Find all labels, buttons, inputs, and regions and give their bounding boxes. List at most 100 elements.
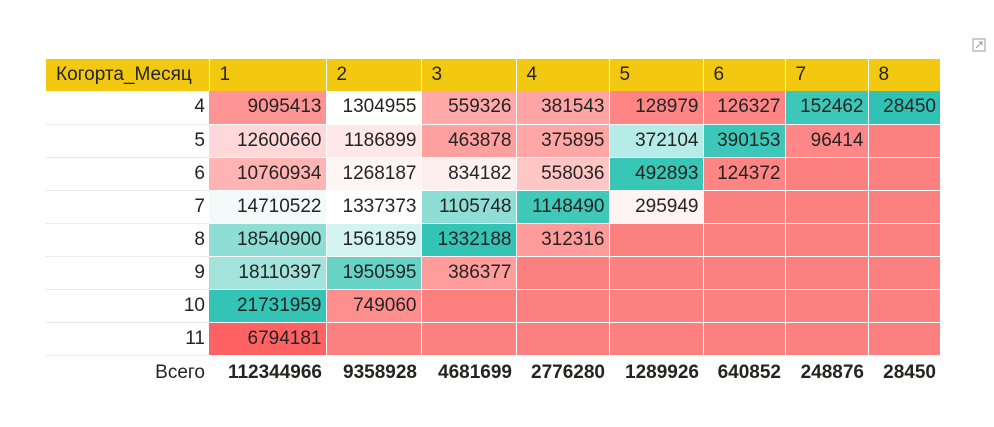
matrix-cell[interactable] [609, 256, 704, 290]
matrix-cell[interactable] [785, 289, 869, 323]
matrix-cell[interactable]: 18540900 [209, 223, 327, 257]
matrix-cell[interactable] [785, 190, 869, 224]
matrix-cell[interactable]: 1950595 [326, 256, 422, 290]
column-header[interactable]: 1 [209, 59, 327, 91]
total-value: 1289926 [609, 354, 703, 391]
table-row: 11 6794181 [46, 322, 940, 356]
matrix-cell[interactable]: 295949 [609, 190, 704, 224]
matrix-cell[interactable] [326, 322, 422, 356]
matrix-cell[interactable]: 96414 [785, 124, 869, 158]
matrix-cell[interactable] [868, 190, 940, 224]
matrix-cell[interactable] [785, 256, 869, 290]
row-header[interactable]: 6 [46, 157, 209, 191]
total-value: 640852 [703, 354, 785, 391]
column-header[interactable]: 5 [609, 59, 704, 91]
matrix-cell[interactable]: 463878 [421, 124, 517, 158]
matrix-cell[interactable] [609, 223, 704, 257]
matrix-cell[interactable]: 834182 [421, 157, 517, 191]
column-header[interactable]: 7 [785, 59, 869, 91]
total-value: 112344966 [209, 354, 326, 391]
matrix-cell[interactable] [868, 223, 940, 257]
matrix-cell[interactable]: 372104 [609, 124, 704, 158]
matrix-cell[interactable]: 28450 [868, 91, 940, 125]
matrix-cell[interactable]: 312316 [516, 223, 610, 257]
row-header[interactable]: 8 [46, 223, 209, 257]
row-header[interactable]: 7 [46, 190, 209, 224]
matrix-cell[interactable] [703, 322, 786, 356]
row-header[interactable]: 11 [46, 322, 209, 356]
matrix-cell[interactable]: 12600660 [209, 124, 327, 158]
table-row: 7 14710522 1337373 1105748 1148490 295949 [46, 190, 940, 224]
table-row: 9 18110397 1950595 386377 [46, 256, 940, 290]
row-header[interactable]: 5 [46, 124, 209, 158]
cohort-matrix: Когорта_Месяц 1 2 3 4 5 6 7 8 4 9095413 13… [46, 59, 940, 391]
matrix-cell[interactable]: 1268187 [326, 157, 422, 191]
matrix-cell[interactable] [785, 322, 869, 356]
matrix-cell[interactable] [516, 289, 610, 323]
table-row: 6 10760934 1268187 834182 558036 492893 124372 [46, 157, 940, 191]
matrix-cell[interactable] [609, 289, 704, 323]
column-header[interactable]: 3 [421, 59, 517, 91]
matrix-cell[interactable] [785, 157, 869, 191]
totals-label: Всего [46, 354, 209, 391]
matrix-cell[interactable]: 386377 [421, 256, 517, 290]
row-header[interactable]: 4 [46, 91, 209, 125]
matrix-cell[interactable]: 9095413 [209, 91, 327, 125]
matrix-cell[interactable]: 126327 [703, 91, 786, 125]
matrix-cell[interactable]: 492893 [609, 157, 704, 191]
matrix-cell[interactable] [868, 124, 940, 158]
corner-header[interactable]: Когорта_Месяц [46, 59, 210, 91]
matrix-cell[interactable]: 1304955 [326, 91, 422, 125]
matrix-cell[interactable] [703, 256, 786, 290]
matrix-cell[interactable]: 749060 [326, 289, 422, 323]
column-header[interactable]: 6 [703, 59, 786, 91]
row-header[interactable]: 10 [46, 289, 209, 323]
matrix-cell[interactable] [785, 223, 869, 257]
matrix-cell[interactable] [516, 256, 610, 290]
column-header[interactable]: 2 [326, 59, 422, 91]
matrix-cell[interactable] [868, 289, 940, 323]
matrix-cell[interactable] [703, 289, 786, 323]
matrix-cell[interactable]: 10760934 [209, 157, 327, 191]
row-header[interactable]: 9 [46, 256, 209, 290]
matrix-cell[interactable]: 1337373 [326, 190, 422, 224]
total-value: 2776280 [516, 354, 609, 391]
matrix-cell[interactable] [421, 289, 517, 323]
matrix-cell[interactable] [703, 223, 786, 257]
matrix-cell[interactable] [421, 322, 517, 356]
matrix-cell[interactable]: 1561859 [326, 223, 422, 257]
matrix-cell[interactable]: 559326 [421, 91, 517, 125]
matrix-cell[interactable]: 18110397 [209, 256, 327, 290]
totals-row: Всего 112344966 9358928 4681699 2776280 … [46, 354, 940, 391]
matrix-cell[interactable]: 124372 [703, 157, 786, 191]
matrix-cell[interactable]: 6794181 [209, 322, 327, 356]
column-header[interactable]: 8 [868, 59, 940, 91]
focus-mode-icon[interactable] [972, 38, 986, 52]
matrix-cell[interactable]: 1105748 [421, 190, 517, 224]
matrix-cell[interactable] [868, 256, 940, 290]
matrix-cell[interactable]: 390153 [703, 124, 786, 158]
matrix-cell[interactable]: 128979 [609, 91, 704, 125]
matrix-cell[interactable]: 1148490 [516, 190, 610, 224]
table-row: 8 18540900 1561859 1332188 312316 [46, 223, 940, 257]
matrix-cell[interactable] [868, 157, 940, 191]
matrix-cell[interactable]: 152462 [785, 91, 869, 125]
matrix-cell[interactable]: 558036 [516, 157, 610, 191]
matrix-header-row: Когорта_Месяц 1 2 3 4 5 6 7 8 [46, 59, 940, 91]
column-header[interactable]: 4 [516, 59, 610, 91]
total-value: 9358928 [326, 354, 421, 391]
matrix-cell[interactable]: 1186899 [326, 124, 422, 158]
matrix-cell[interactable]: 1332188 [421, 223, 517, 257]
total-value: 28450 [868, 354, 940, 391]
matrix-cell[interactable] [703, 190, 786, 224]
matrix-cell[interactable] [516, 322, 610, 356]
matrix-cell[interactable] [609, 322, 704, 356]
matrix-cell[interactable] [868, 322, 940, 356]
table-row: 5 12600660 1186899 463878 375895 372104 390153… [46, 124, 940, 158]
matrix-cell[interactable]: 21731959 [209, 289, 327, 323]
matrix-cell[interactable]: 14710522 [209, 190, 327, 224]
matrix-cell[interactable]: 381543 [516, 91, 610, 125]
table-row: 4 9095413 1304955 559326 381543 128979 126327 1… [46, 91, 940, 125]
matrix-cell[interactable]: 375895 [516, 124, 610, 158]
